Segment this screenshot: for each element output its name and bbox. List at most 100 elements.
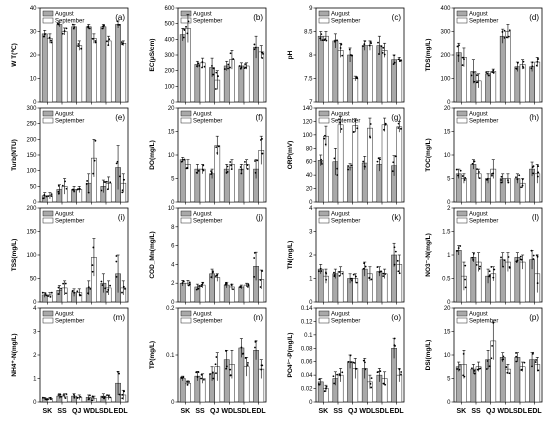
bar-august [317, 35, 324, 103]
sample-point [505, 366, 508, 368]
sample-point [64, 180, 66, 183]
sample-point [392, 63, 395, 65]
sample-point [486, 72, 489, 75]
sample-point [64, 282, 67, 285]
y-tick-label: 300 [164, 53, 175, 59]
bar-september [337, 50, 344, 103]
sample-point [318, 270, 320, 273]
sample-point [43, 194, 46, 196]
sample-point [62, 394, 65, 396]
y-tick-label: 5 [447, 177, 451, 183]
y-tick-label: 0.1 [304, 333, 313, 339]
bar-august [179, 378, 186, 403]
sample-point [535, 64, 538, 67]
sample-point [57, 286, 60, 289]
sample-point [180, 160, 183, 163]
sample-point [254, 46, 257, 49]
sample-point [106, 40, 108, 43]
y-tick-label: 20 [444, 306, 451, 312]
sample-point [200, 377, 203, 380]
sample-point [210, 276, 213, 279]
bar-august [223, 168, 230, 203]
bar-september [61, 31, 68, 103]
sample-point [531, 65, 534, 68]
sample-point [492, 321, 495, 324]
sample-point [117, 23, 119, 26]
sample-point [186, 384, 189, 386]
legend-swatch-august [42, 210, 54, 217]
sample-point [338, 118, 340, 121]
sample-point [521, 184, 524, 187]
y-tick-label: 0 [171, 200, 175, 206]
sample-point [488, 365, 491, 368]
sample-point [123, 390, 126, 393]
x-tick-label: SK [318, 408, 328, 415]
sample-point [455, 168, 458, 171]
sample-point [50, 193, 53, 196]
sample-point [247, 285, 249, 288]
bar-september [490, 71, 497, 103]
sample-point [85, 183, 88, 185]
legend-label-august: August [193, 112, 212, 118]
sample-point [520, 368, 523, 371]
sample-point [515, 67, 517, 70]
sample-point [515, 355, 518, 358]
legend-label-august: August [469, 312, 488, 318]
sample-point [364, 40, 366, 43]
bar-august [529, 66, 535, 103]
sample-point [246, 364, 249, 366]
sample-point [478, 267, 481, 270]
sample-point [116, 20, 119, 23]
sample-point [486, 360, 489, 362]
sample-point [211, 371, 214, 374]
sample-point [531, 365, 533, 368]
sample-point [522, 65, 524, 68]
sample-point [215, 356, 218, 358]
bar-august [194, 64, 201, 103]
y-tick-label: 80 [306, 146, 313, 152]
sample-point [65, 187, 68, 190]
x-tick-label: SDL [513, 408, 528, 415]
legend-label-august: August [55, 12, 74, 18]
x-tick-label: QJ [72, 408, 81, 415]
y-axis-label: COD_Mn(mg/L) [149, 231, 156, 278]
sample-point [212, 270, 214, 273]
sample-point [73, 395, 76, 397]
bar-september [396, 126, 403, 203]
sample-point [349, 354, 352, 357]
sample-point [123, 178, 125, 181]
sample-point [101, 396, 104, 398]
sample-point [72, 188, 75, 191]
sample-point [214, 88, 217, 90]
sample-point [253, 257, 256, 259]
sample-point [347, 165, 349, 167]
sample-point [478, 171, 480, 173]
sample-point [42, 197, 45, 200]
sample-point [202, 169, 205, 172]
sample-point [215, 372, 217, 375]
sample-point [464, 278, 466, 281]
sample-point [505, 36, 508, 39]
sample-point [352, 361, 355, 364]
sample-point [104, 287, 107, 290]
sample-point [531, 352, 534, 355]
sample-point [64, 397, 67, 399]
sample-point [380, 45, 383, 48]
y-tick-label: 100 [164, 84, 175, 90]
sample-point [76, 396, 79, 399]
bar-september [475, 366, 482, 403]
sample-point [41, 396, 44, 399]
sample-point [200, 285, 203, 288]
sample-point [230, 168, 233, 170]
sample-point [532, 172, 535, 175]
sample-point [522, 60, 525, 63]
y-axis-label: W T(℃) [10, 43, 18, 67]
x-tick-label: SDL [99, 408, 114, 415]
legend-swatch-september [42, 17, 54, 24]
sample-point [73, 393, 75, 396]
y-axis-label: DSi(mg/L) [425, 340, 432, 371]
sample-point [536, 282, 539, 285]
